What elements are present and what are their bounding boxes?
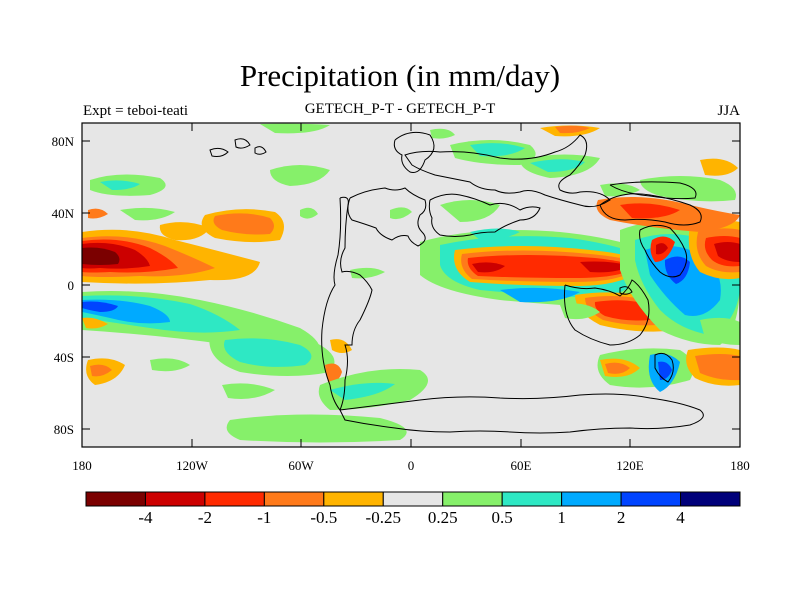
- coast-nz-region: [654, 352, 674, 383]
- colorbar-swatch: [561, 491, 622, 507]
- y-tick-label: 0: [68, 278, 75, 293]
- field-blob: [350, 267, 385, 279]
- x-tick-label: 120W: [176, 458, 209, 473]
- field-blob: [695, 354, 740, 381]
- field-blob: [580, 261, 630, 273]
- coast-island: [254, 146, 267, 155]
- field-blob: [270, 165, 330, 186]
- field-blob: [325, 363, 342, 383]
- x-tick-label: 120E: [616, 458, 644, 473]
- field-blob: [472, 262, 505, 273]
- field-blob: [82, 317, 108, 329]
- field-blob: [213, 213, 274, 235]
- y-tick-label: 40N: [52, 206, 75, 221]
- field-blob: [159, 222, 210, 241]
- field-blob: [470, 228, 520, 240]
- field-blob: [330, 382, 395, 400]
- x-tick-labels: 180 120W 60W 0 60E 120E 180: [72, 458, 750, 473]
- field-blob: [470, 143, 525, 157]
- colorbar-swatch: [323, 491, 384, 507]
- x-tick-label: 60E: [511, 458, 532, 473]
- field-blob: [88, 208, 108, 219]
- x-tick-label: 0: [408, 458, 415, 473]
- colorbar-label: -4: [138, 508, 153, 527]
- colorbar-swatch: [85, 491, 146, 507]
- field-blob: [300, 207, 318, 219]
- colorbar-label: 2: [616, 508, 626, 527]
- coast-island: [209, 147, 229, 157]
- field-blob: [555, 125, 590, 134]
- field-blob: [560, 303, 600, 320]
- field-blob: [658, 361, 672, 380]
- colorbar-label: -1: [257, 508, 272, 527]
- coast-south-america: [321, 196, 373, 411]
- field-blob: [714, 242, 740, 262]
- field-blob: [700, 317, 740, 345]
- coast-eurasia-north: [404, 134, 611, 208]
- colorbar-swatch: [442, 491, 503, 507]
- y-tick-label: 40S: [54, 350, 74, 365]
- colorbar-swatch: [680, 491, 741, 507]
- coastlines: [209, 131, 704, 434]
- colorbar-label: 0.25: [427, 508, 458, 527]
- field-blob: [260, 123, 330, 134]
- coast-east-asia: [639, 224, 688, 278]
- colorbar-swatch: [620, 491, 682, 507]
- field-blob: [656, 243, 668, 255]
- coast-siberia-pacific: [609, 181, 697, 200]
- colorbar-label: 4: [676, 508, 685, 527]
- coast-island: [619, 286, 633, 295]
- dataset-label: GETECH_P-T - GETECH_P-T: [304, 101, 496, 117]
- y-tick-label: 80S: [54, 422, 74, 437]
- field-blob: [700, 158, 738, 176]
- coast-north-america: [347, 187, 427, 247]
- colorbar-swatch: [501, 491, 563, 507]
- x-tick-label: 180: [730, 458, 750, 473]
- field-blob: [82, 301, 118, 312]
- colorbar-swatch: [204, 491, 265, 507]
- y-tick-labels: 80N 40N 0 40S 80S: [52, 134, 75, 437]
- colorbar-label: -0.25: [365, 508, 401, 527]
- colorbar-label: -2: [197, 508, 212, 527]
- x-tick-label: 60W: [288, 458, 314, 473]
- field-blob: [620, 203, 680, 219]
- colorbar-label: 1: [557, 508, 566, 527]
- field-blob: [390, 207, 412, 220]
- field-blob: [420, 248, 440, 260]
- field-blob: [440, 200, 500, 222]
- coast-island: [234, 138, 251, 149]
- y-tick-label: 80N: [52, 134, 75, 149]
- field-blob: [500, 287, 580, 303]
- coast-pacific-ridge: [599, 193, 702, 226]
- precip-field: [82, 123, 740, 443]
- colorbar-swatch: [382, 491, 444, 507]
- field-blob: [100, 180, 140, 190]
- field-blob: [222, 383, 275, 399]
- chart-title: Precipitation (in mm/day): [239, 58, 561, 93]
- field-blob: [90, 364, 112, 377]
- coast-antarctica: [339, 393, 704, 434]
- field-blob: [224, 338, 312, 367]
- coast-africa-europe: [428, 193, 541, 237]
- experiment-label: Expt = teboi-teati: [83, 103, 189, 119]
- field-blob: [530, 159, 585, 172]
- coast-greenland: [393, 131, 435, 173]
- colorbar-label: -0.5: [310, 508, 338, 527]
- axis-ticks: [81, 123, 741, 447]
- colorbar-swatch: [144, 491, 206, 507]
- coast-australia: [564, 279, 650, 346]
- x-tick-label: 180: [72, 458, 92, 473]
- field-blob: [150, 358, 190, 372]
- colorbar-swatch: [263, 491, 325, 507]
- field-blob: [430, 128, 455, 139]
- field-blob: [82, 247, 120, 265]
- field-blob: [467, 255, 634, 278]
- season-label: JJA: [717, 103, 740, 119]
- field-blob: [226, 414, 407, 443]
- field-blob: [120, 207, 175, 221]
- field-blob: [605, 362, 630, 374]
- colorbar: [85, 491, 741, 507]
- colorbar-label: 0.5: [491, 508, 513, 527]
